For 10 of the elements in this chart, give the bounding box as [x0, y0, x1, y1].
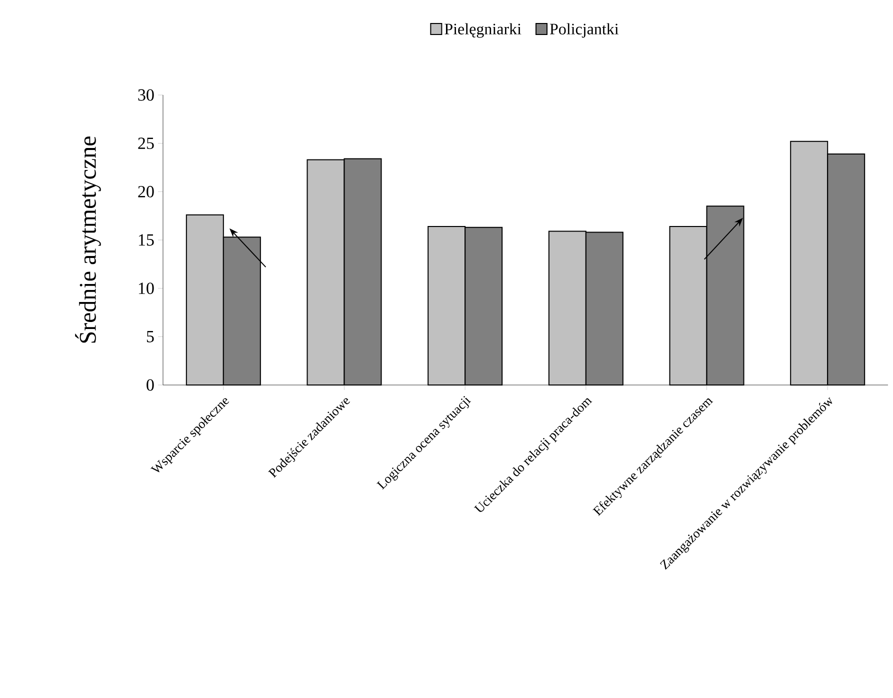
legend-label: Policjantki	[550, 23, 619, 38]
y-tick-label: 30	[138, 89, 154, 101]
y-axis-title: Średnie arytmetyczne	[75, 136, 101, 343]
y-tick-label: 25	[138, 138, 154, 150]
y-tick-label: 20	[138, 186, 154, 198]
y-tick-label: 5	[146, 331, 154, 342]
legend-label: Pielęgniarki	[444, 23, 522, 38]
y-tick-label: 15	[138, 234, 154, 246]
y-tick-label: 0	[146, 379, 154, 391]
y-tick-label: 10	[138, 282, 154, 294]
